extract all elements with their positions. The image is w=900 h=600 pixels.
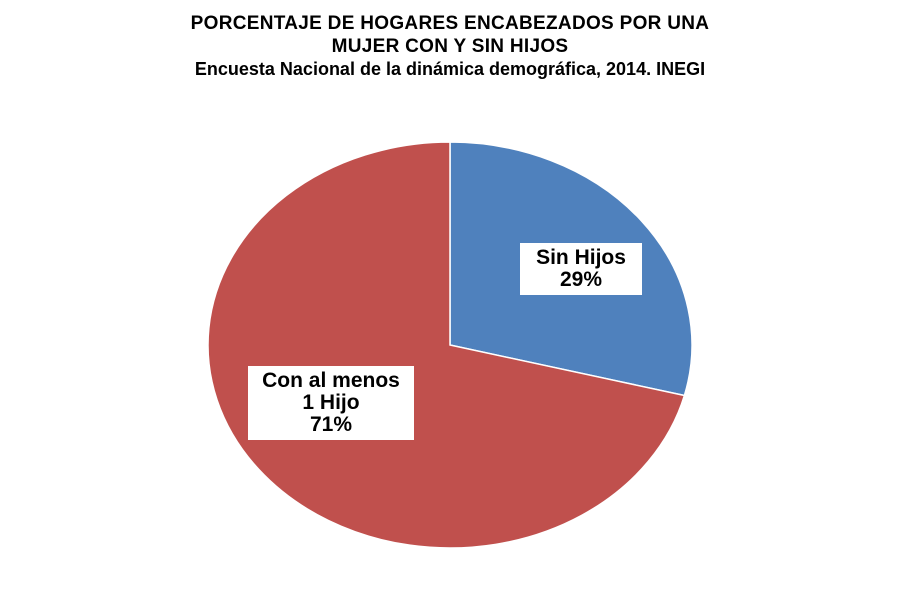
slice-name-label-1-0: Con al menos — [262, 369, 400, 392]
slice-value-label-1: 71% — [310, 413, 352, 436]
slice-label-box-1 — [248, 366, 414, 440]
slice-name-label-1-1: 1 Hijo — [302, 391, 359, 414]
pie-slice-1 — [207, 141, 686, 549]
chart-title-line-1: PORCENTAJE DE HOGARES ENCABEZADOS POR UN… — [190, 13, 710, 34]
slice-value-label-0: 29% — [560, 268, 602, 291]
slice-label-box-0 — [520, 243, 642, 295]
chart-title-line-2: MUJER CON Y SIN HIJOS — [331, 36, 569, 57]
slice-name-label-0-0: Sin Hijos — [536, 246, 626, 269]
chart-subtitle: Encuesta Nacional de la dinámica demográ… — [194, 59, 706, 79]
chart-title: PORCENTAJE DE HOGARES ENCABEZADOS POR UN… — [0, 12, 900, 81]
